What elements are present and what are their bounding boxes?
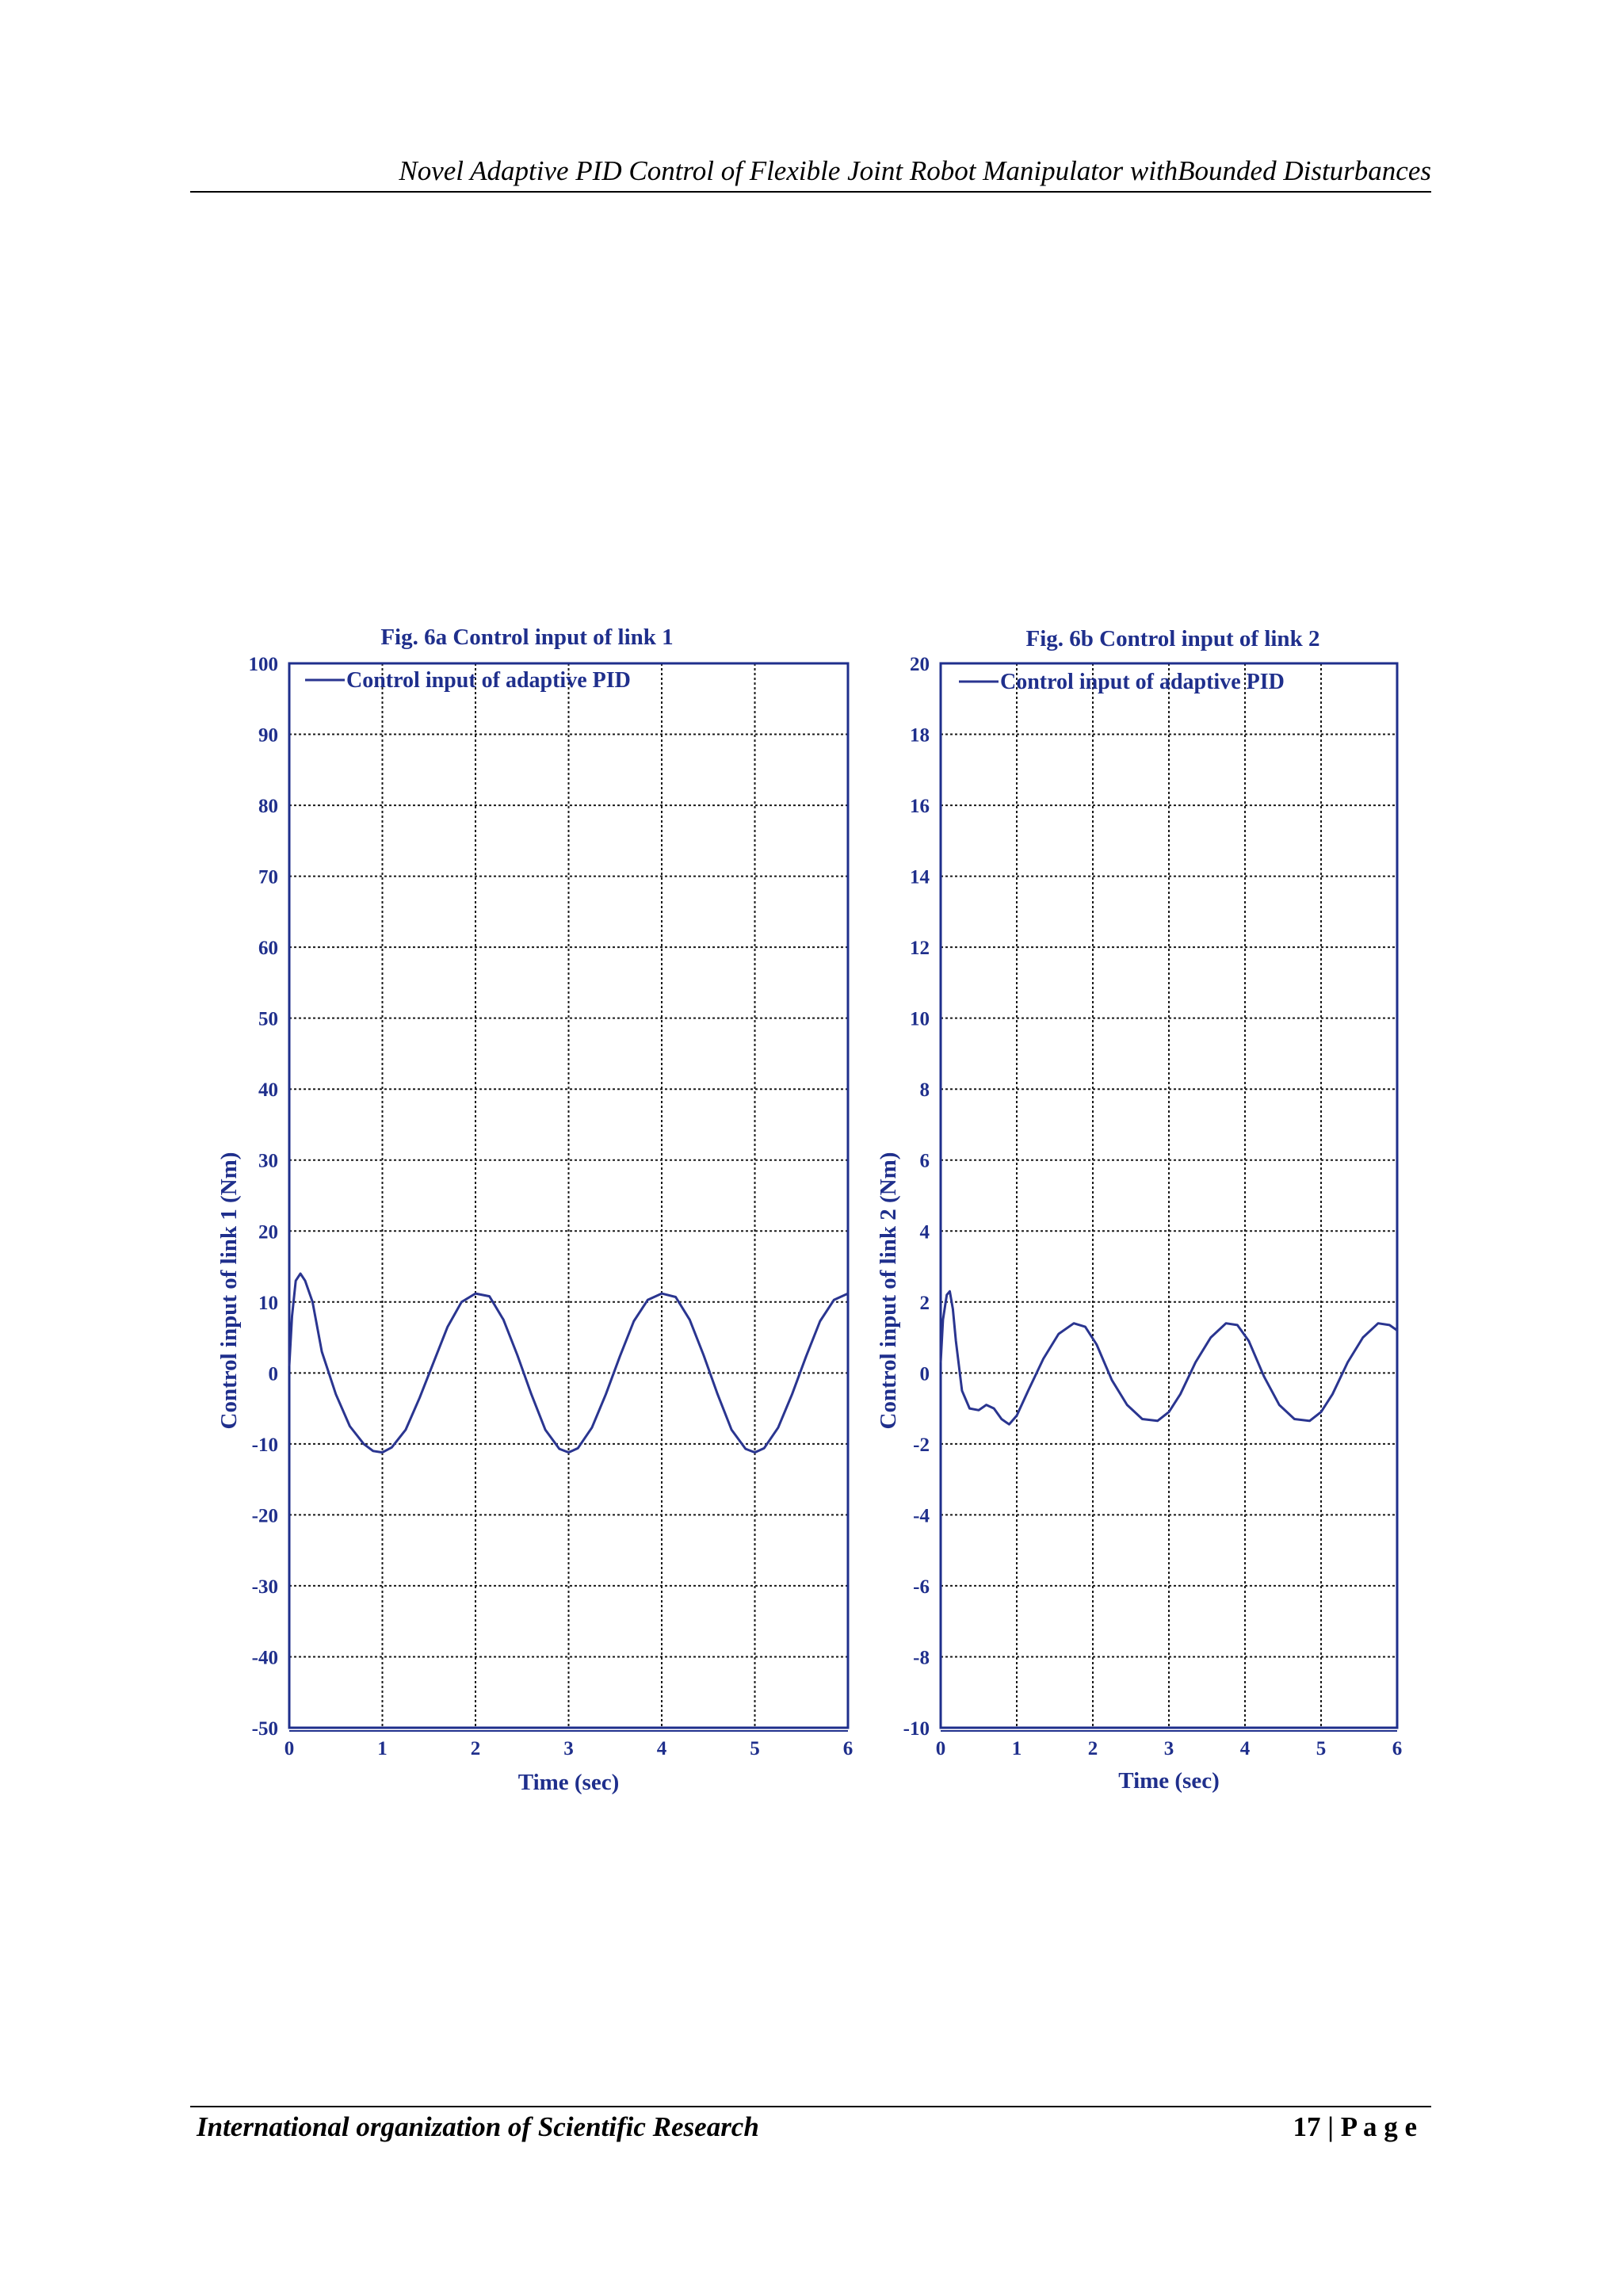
y-axis-label: Control input of link 1 (Nm) [216,1152,242,1430]
y-tick-label: -2 [913,1435,930,1456]
x-tick-label: 3 [1164,1738,1174,1759]
y-tick-label: 16 [910,796,930,817]
journal-name: International organization of Scientific… [197,2111,759,2142]
x-tick-label: 0 [285,1738,295,1759]
y-tick-label: 30 [258,1151,278,1172]
y-tick-label: 18 [910,725,930,747]
plot-frame [939,662,1399,1729]
y-tick-label: 90 [258,725,278,747]
series-line [939,1289,1398,1426]
x-tick-label: 0 [936,1738,946,1759]
x-tick-label: 5 [1316,1738,1327,1759]
y-tick-label: 60 [258,938,278,959]
y-tick-label: 50 [258,1009,278,1030]
x-tick-label: 1 [377,1738,388,1759]
y-tick-label: 2 [920,1293,930,1314]
y-tick-label: -4 [913,1505,930,1526]
header-rule [190,191,1431,193]
plot-frame [288,662,850,1729]
y-tick-label: 100 [249,654,279,675]
y-tick-label: -30 [252,1576,278,1598]
y-tick-label: 80 [258,796,278,817]
legend-label: Control input of adaptive PID [346,668,631,693]
x-tick-label: 2 [1088,1738,1098,1759]
figure-6b-title: Fig. 6b Control input of link 2 [1025,626,1320,651]
page-number: 17 | P a g e [1293,2111,1417,2142]
running-header: Novel Adaptive PID Control of Flexible J… [399,155,1431,186]
series-line [288,1272,849,1454]
y-tick-label: 8 [920,1079,930,1101]
x-tick-label: 1 [1012,1738,1022,1759]
x-tick-label: 5 [750,1738,760,1759]
y-tick-label: -6 [913,1576,930,1598]
x-axis-label: Time (sec) [1118,1768,1220,1794]
y-tick-label: -20 [252,1505,278,1526]
y-tick-label: 4 [920,1221,930,1243]
figure-6a-title: Fig. 6a Control input of link 1 [380,625,674,650]
y-tick-label: 20 [258,1221,278,1243]
y-tick-label: 12 [910,938,930,959]
y-axis-label: Control input of link 2 (Nm) [876,1152,901,1430]
y-tick-label: -40 [252,1647,278,1668]
y-tick-label: 20 [910,654,930,675]
y-tick-label: -10 [903,1718,930,1740]
y-tick-label: -8 [913,1647,930,1668]
x-tick-label: 2 [471,1738,481,1759]
x-tick-label: 3 [563,1738,574,1759]
footer-rule [190,2106,1431,2107]
y-tick-label: 10 [910,1009,930,1030]
y-tick-label: 14 [910,867,930,888]
y-tick-label: -10 [252,1435,278,1456]
y-tick-label: 10 [258,1293,278,1314]
y-tick-label: 6 [920,1151,930,1172]
y-tick-label: 0 [920,1363,930,1385]
x-tick-label: 4 [657,1738,667,1759]
legend-label: Control input of adaptive PID [1000,670,1285,694]
x-tick-label: 6 [1392,1738,1403,1759]
y-tick-label: 40 [258,1079,278,1101]
x-axis-label: Time (sec) [518,1770,620,1795]
y-tick-label: 70 [258,867,278,888]
y-tick-label: -50 [252,1718,278,1740]
y-tick-label: 0 [269,1363,279,1385]
x-tick-label: 4 [1240,1738,1251,1759]
x-tick-label: 6 [843,1738,854,1759]
